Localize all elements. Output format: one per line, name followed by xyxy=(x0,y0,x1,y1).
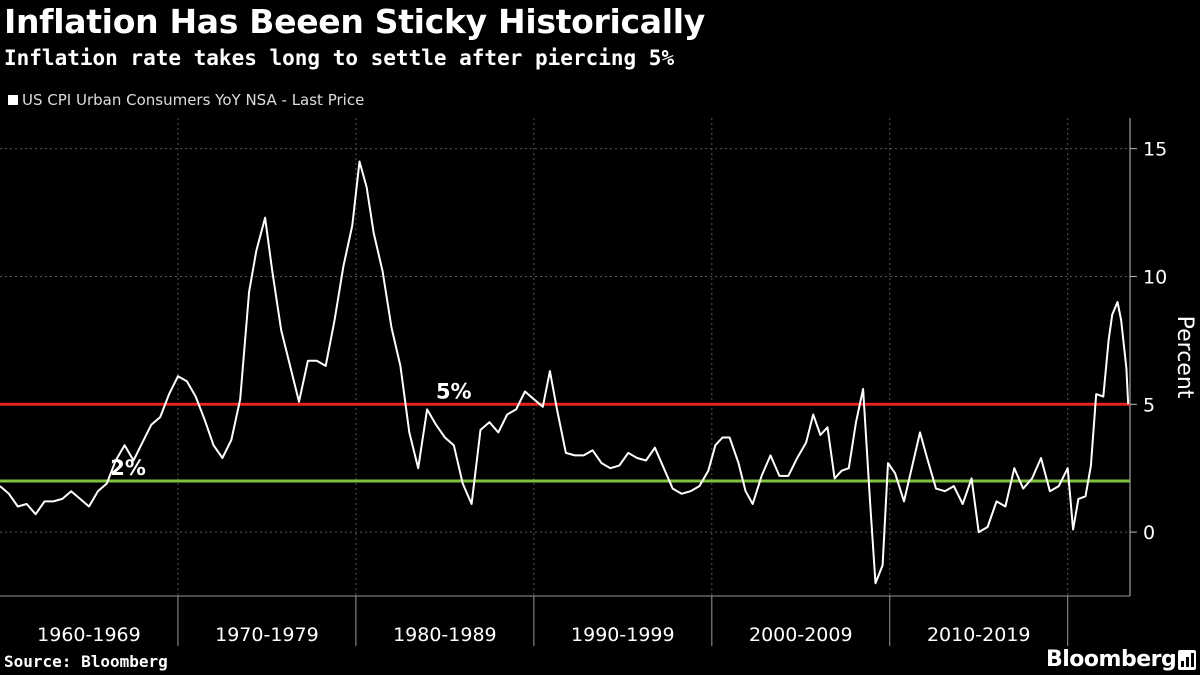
reference-label-5pct: 5% xyxy=(436,379,472,403)
x-band-label: 1970-1979 xyxy=(215,624,319,646)
y-tick-label: 15 xyxy=(1143,139,1167,161)
x-band-label: 1960-1969 xyxy=(37,624,141,646)
source-note: Source: Bloomberg xyxy=(4,652,168,671)
chart-title: Inflation Has Beeen Sticky Historically xyxy=(4,2,705,41)
y-tick-label: 0 xyxy=(1143,522,1155,544)
y-axis-title: Percent xyxy=(1172,316,1197,399)
bloomberg-logo: Bloomberg xyxy=(1046,647,1177,672)
legend: US CPI Urban Consumers YoY NSA - Last Pr… xyxy=(8,91,364,109)
x-band-label: 1980-1989 xyxy=(393,624,497,646)
legend-swatch xyxy=(8,95,18,105)
x-band-label: 1990-1999 xyxy=(571,624,675,646)
x-band-label: 2000-2009 xyxy=(749,624,853,646)
chart-subtitle: Inflation rate takes long to settle afte… xyxy=(4,46,675,70)
bloomberg-mark-icon xyxy=(1178,650,1196,670)
legend-label: US CPI Urban Consumers YoY NSA - Last Pr… xyxy=(22,91,365,109)
series-line-cpi xyxy=(0,160,1130,585)
x-band-label: 2010-2019 xyxy=(927,624,1031,646)
y-tick-label: 10 xyxy=(1143,266,1167,288)
y-tick-label: 5 xyxy=(1143,394,1155,416)
